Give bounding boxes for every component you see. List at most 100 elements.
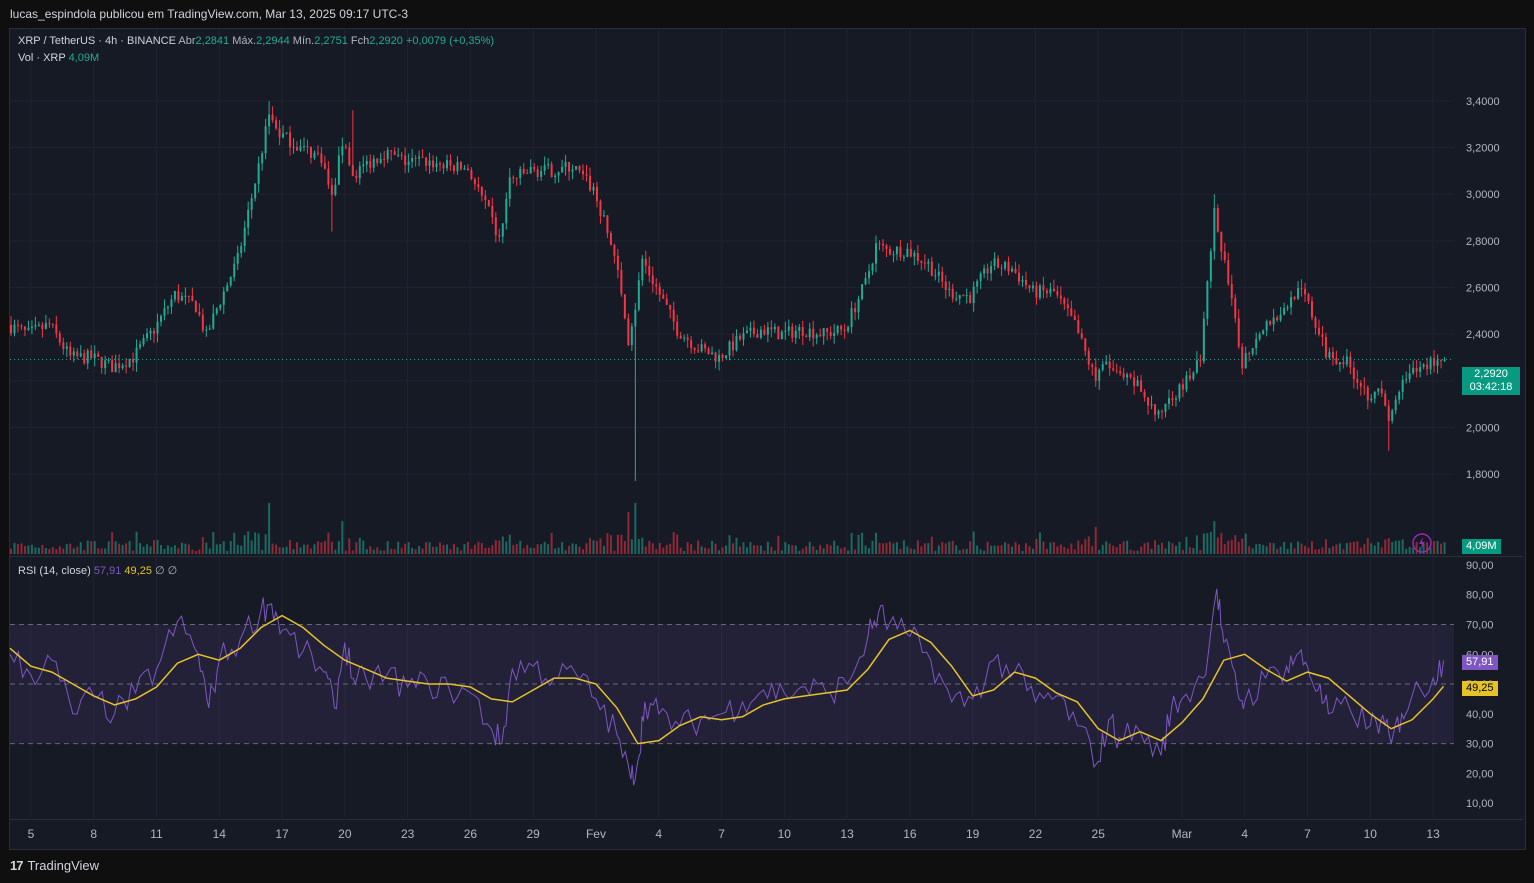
volume-bar xyxy=(118,543,121,554)
rsi-tick-label: 30,00 xyxy=(1466,739,1494,751)
candle-body xyxy=(1077,320,1080,334)
candle-body xyxy=(878,243,881,245)
volume-bar xyxy=(480,543,483,554)
volume-bar xyxy=(930,536,933,554)
volume-bar xyxy=(899,549,902,554)
volume-bar xyxy=(34,547,37,554)
open-label: Abr xyxy=(178,35,196,47)
candle-body xyxy=(1192,372,1195,379)
volume-bar xyxy=(707,548,710,554)
candle-body xyxy=(1007,261,1010,272)
time-tick-label: 22 xyxy=(1029,827,1043,841)
rsi-badge: 57,91 xyxy=(1462,655,1498,670)
candle-body xyxy=(146,333,149,339)
candle-body xyxy=(732,341,734,351)
volume-bar xyxy=(693,550,696,554)
volume-bar xyxy=(843,547,846,554)
volume-bar xyxy=(808,541,811,554)
candle-body xyxy=(840,325,843,330)
volume-bar xyxy=(236,544,239,554)
candle-body xyxy=(1038,285,1041,298)
time-tick-label: 5 xyxy=(28,827,35,841)
volume-bar xyxy=(1398,540,1401,554)
volume-label[interactable]: Vol · XRP xyxy=(18,52,66,64)
candle-body xyxy=(906,248,909,257)
candle-body xyxy=(735,335,738,351)
time-tick-label: 14 xyxy=(213,827,227,841)
volume-bar xyxy=(435,546,438,554)
candle-body xyxy=(442,164,445,169)
volume-bar xyxy=(512,544,515,554)
candle-body xyxy=(1283,308,1286,315)
volume-bar xyxy=(327,532,330,554)
candle-body xyxy=(351,165,354,176)
candle-body xyxy=(1436,360,1439,366)
volume-bar xyxy=(718,550,721,554)
volume-bar xyxy=(791,545,794,554)
candle-body xyxy=(1398,392,1401,400)
candle-body xyxy=(770,327,773,330)
price-tick-label: 3,0000 xyxy=(1466,189,1500,201)
candle-body xyxy=(547,164,550,166)
candle-body xyxy=(655,284,658,287)
candle-body xyxy=(1150,404,1153,406)
candle-body xyxy=(854,308,857,313)
rsi-label[interactable]: RSI (14, close) xyxy=(18,565,91,577)
volume-value: 4,09M xyxy=(68,52,100,64)
volume-bar xyxy=(229,541,232,554)
volume-bar xyxy=(815,550,818,554)
candle-body xyxy=(299,146,302,151)
volume-bar xyxy=(498,540,501,554)
volume-bar xyxy=(383,550,386,554)
volume-bar xyxy=(1433,541,1436,554)
volume-bar xyxy=(320,542,323,554)
symbol-label[interactable]: XRP / TetherUS · 4h · BINANCE xyxy=(18,35,176,47)
volume-bar xyxy=(1070,543,1073,554)
candle-body xyxy=(292,146,295,148)
candle-body xyxy=(1122,373,1125,378)
volume-bar xyxy=(906,546,909,554)
volume-bar xyxy=(285,546,288,554)
candle-body xyxy=(1129,374,1132,378)
volume-bar xyxy=(184,543,187,554)
candle-body xyxy=(439,163,442,165)
rsi-tick-label: 70,00 xyxy=(1466,619,1494,631)
candle-body xyxy=(794,330,797,338)
candle-body xyxy=(1014,268,1017,273)
volume-bar xyxy=(1000,545,1003,554)
candle-body xyxy=(379,158,382,163)
candle-body xyxy=(90,350,93,359)
candle-body xyxy=(1216,208,1219,232)
candle-body xyxy=(1112,368,1115,371)
time-tick-label: 7 xyxy=(718,827,725,841)
volume-bar xyxy=(1328,548,1331,554)
volume-bar xyxy=(777,535,780,554)
volume-bar xyxy=(700,546,703,554)
candle-body xyxy=(592,186,595,191)
candle-body xyxy=(397,154,400,156)
volume-bar xyxy=(65,544,68,554)
volume-bar xyxy=(836,545,839,554)
volume-bar xyxy=(452,544,455,554)
candle-body xyxy=(700,344,703,352)
candle-body xyxy=(114,363,117,373)
time-tick-label: 13 xyxy=(840,827,854,841)
last-price-badge: 2,2920 03:42:18 xyxy=(1462,367,1520,395)
candle-body xyxy=(1373,391,1376,399)
candle-body xyxy=(756,333,759,338)
candle-body xyxy=(348,147,351,166)
tradingview-brand[interactable]: 17 TradingView xyxy=(10,858,99,873)
candle-body xyxy=(1220,231,1223,252)
volume-bar xyxy=(662,547,665,554)
volume-bar xyxy=(822,548,825,554)
candle-body xyxy=(1363,386,1366,388)
candle-body xyxy=(219,304,222,309)
volume-bar xyxy=(554,548,557,554)
candle-body xyxy=(669,304,672,310)
candle-body xyxy=(163,308,166,316)
volume-bar xyxy=(1119,543,1122,554)
price-tick-label: 2,0000 xyxy=(1466,422,1500,434)
candle-body xyxy=(254,183,257,199)
volume-bar xyxy=(1129,549,1132,554)
